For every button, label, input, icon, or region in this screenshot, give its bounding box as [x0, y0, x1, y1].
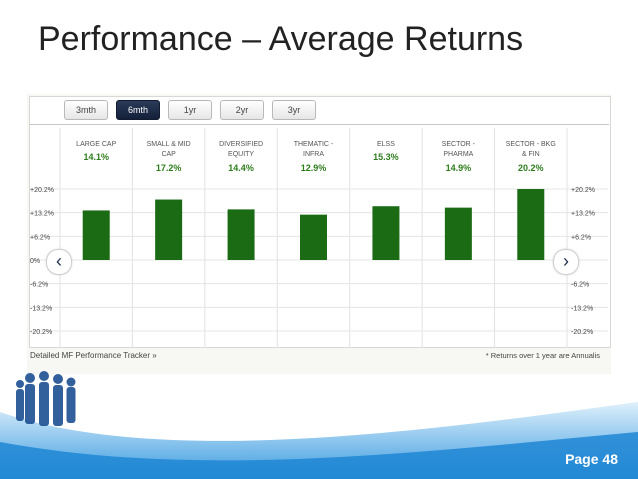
y-tick-label-left: +6.2%: [30, 234, 50, 241]
y-tick-label-left: -13.2%: [30, 305, 52, 312]
bar: [227, 209, 255, 260]
category-label: PHARMA: [443, 151, 473, 158]
performance-tracker-link[interactable]: Detailed MF Performance Tracker »: [30, 351, 157, 360]
y-tick-label-right: -6.2%: [571, 282, 589, 289]
bar: [82, 210, 110, 260]
y-tick-label-right: -20.2%: [571, 329, 593, 336]
category-label: EQUITY: [228, 151, 254, 158]
tab-3mth[interactable]: 3mth: [64, 100, 108, 120]
bar: [300, 214, 327, 260]
category-label: & FIN: [522, 151, 540, 158]
y-tick-label-right: +6.2%: [571, 234, 591, 241]
y-tick-label-right: -13.2%: [571, 305, 593, 312]
slide-title: Performance – Average Returns: [38, 20, 524, 58]
y-tick-label-left: -20.2%: [30, 329, 52, 336]
value-label: 12.9%: [301, 163, 327, 173]
y-tick-label-left: 0%: [30, 258, 40, 265]
tab-1yr[interactable]: 1yr: [168, 100, 212, 120]
category-label: CAP: [161, 151, 176, 158]
page-number: Page 48: [565, 451, 618, 467]
y-tick-label-left: -6.2%: [30, 282, 48, 289]
chevron-left-icon[interactable]: ‹: [46, 249, 72, 275]
people-silhouette-icon: [16, 371, 76, 426]
y-tick-label-right: +20.2%: [571, 187, 595, 194]
category-label: SECTOR -: [442, 141, 476, 148]
value-label: 14.4%: [228, 163, 254, 173]
tab-6mth[interactable]: 6mth: [116, 100, 160, 120]
value-label: 14.1%: [83, 152, 109, 162]
y-tick-label-left: +13.2%: [30, 211, 54, 218]
category-label: INFRA: [303, 151, 324, 158]
bar: [517, 189, 545, 260]
category-label: ELSS: [377, 141, 395, 148]
y-tick-label-left: +20.2%: [30, 187, 54, 194]
category-label: THEMATIC -: [294, 141, 334, 148]
tab-divider: [29, 124, 609, 125]
category-label: SECTOR - BKG: [506, 141, 556, 148]
bar: [444, 207, 472, 260]
value-label: 17.2%: [156, 163, 182, 173]
annualised-note: * Returns over 1 year are Annualis: [485, 351, 600, 360]
value-label: 15.3%: [373, 152, 399, 162]
footer-wave: [0, 402, 638, 479]
category-label: DIVERSIFIED: [219, 141, 263, 148]
chevron-right-icon[interactable]: ›: [553, 249, 579, 275]
value-label: 14.9%: [446, 163, 472, 173]
bar: [155, 199, 183, 260]
y-tick-label-right: +13.2%: [571, 211, 595, 218]
tab-3yr[interactable]: 3yr: [272, 100, 316, 120]
value-label: 20.2%: [518, 163, 544, 173]
category-label: SMALL & MID: [147, 141, 191, 148]
category-label: LARGE CAP: [76, 141, 116, 148]
tab-2yr[interactable]: 2yr: [220, 100, 264, 120]
bar: [372, 206, 400, 260]
